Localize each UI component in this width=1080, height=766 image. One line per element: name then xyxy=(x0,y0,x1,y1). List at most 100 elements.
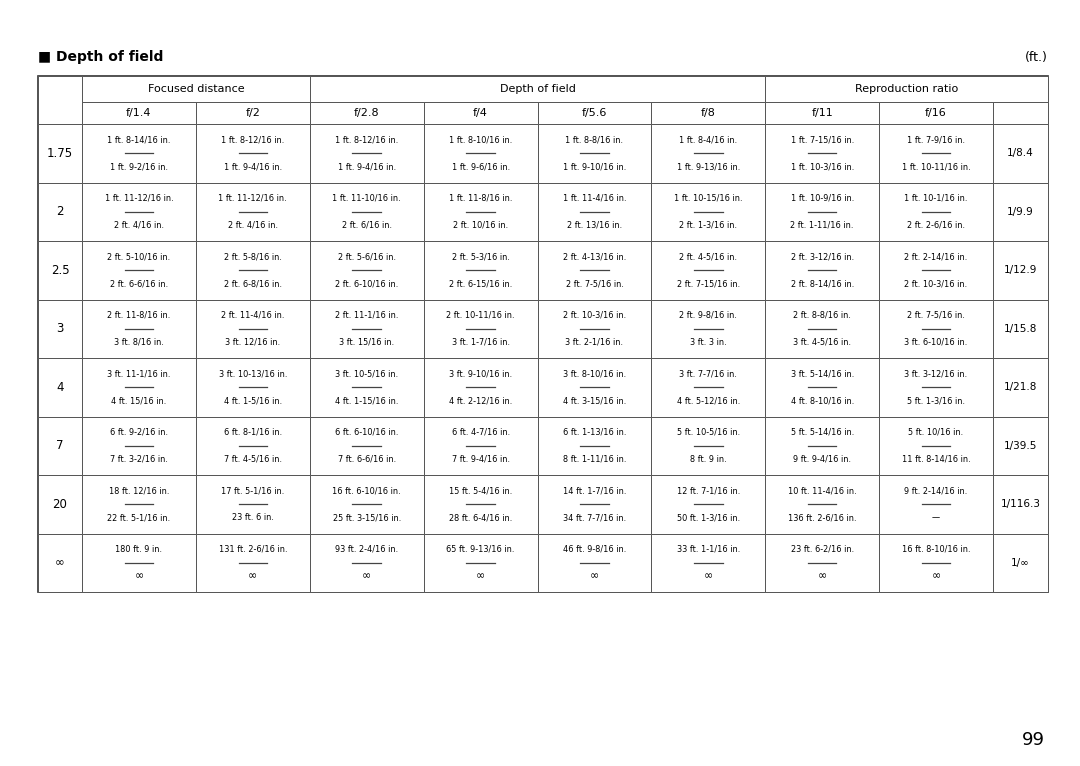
Text: 5 ft. 10-5/16 in.: 5 ft. 10-5/16 in. xyxy=(677,427,740,437)
Text: 14 ft. 1-7/16 in.: 14 ft. 1-7/16 in. xyxy=(563,486,626,496)
Text: 4: 4 xyxy=(56,381,64,394)
Text: f/4: f/4 xyxy=(473,108,488,118)
Text: 8 ft. 9 in.: 8 ft. 9 in. xyxy=(690,455,727,463)
Text: 25 ft. 3-15/16 in.: 25 ft. 3-15/16 in. xyxy=(333,513,401,522)
Bar xyxy=(879,533,993,592)
Text: 2 ft. 6-8/16 in.: 2 ft. 6-8/16 in. xyxy=(224,279,282,288)
Bar xyxy=(879,102,993,124)
Bar xyxy=(423,124,538,182)
Text: 5 ft. 1-3/16 in.: 5 ft. 1-3/16 in. xyxy=(907,396,966,405)
Text: 1/8.4: 1/8.4 xyxy=(1008,149,1034,159)
Bar xyxy=(879,300,993,358)
Bar xyxy=(82,475,195,533)
Text: (ft.): (ft.) xyxy=(1025,51,1048,64)
Bar xyxy=(423,417,538,475)
Bar xyxy=(195,475,310,533)
Bar xyxy=(82,102,195,124)
Bar xyxy=(82,417,195,475)
Bar xyxy=(310,475,423,533)
Text: Focused distance: Focused distance xyxy=(148,84,244,94)
Text: 3 ft. 10-5/16 in.: 3 ft. 10-5/16 in. xyxy=(335,369,399,378)
Bar xyxy=(993,358,1048,417)
Bar xyxy=(993,417,1048,475)
Bar xyxy=(195,417,310,475)
Bar xyxy=(651,417,766,475)
Text: 1/9.9: 1/9.9 xyxy=(1008,207,1034,217)
Text: 1 ft. 10-11/16 in.: 1 ft. 10-11/16 in. xyxy=(902,162,970,172)
Text: 1 ft. 8-10/16 in.: 1 ft. 8-10/16 in. xyxy=(449,136,512,144)
Text: f/2.8: f/2.8 xyxy=(354,108,379,118)
Bar xyxy=(538,358,651,417)
Bar xyxy=(538,241,651,300)
Text: 1 ft. 8-12/16 in.: 1 ft. 8-12/16 in. xyxy=(221,136,284,144)
Bar xyxy=(423,182,538,241)
Bar xyxy=(82,241,195,300)
Text: 22 ft. 5-1/16 in.: 22 ft. 5-1/16 in. xyxy=(107,513,171,522)
Text: 2 ft. 7-5/16 in.: 2 ft. 7-5/16 in. xyxy=(907,311,966,319)
Text: 1 ft. 10-9/16 in.: 1 ft. 10-9/16 in. xyxy=(791,194,854,203)
Text: 1 ft. 11-12/16 in.: 1 ft. 11-12/16 in. xyxy=(218,194,287,203)
Text: 2 ft. 11-1/16 in.: 2 ft. 11-1/16 in. xyxy=(335,311,399,319)
Bar xyxy=(766,76,1048,102)
Text: 9 ft. 9-4/16 in.: 9 ft. 9-4/16 in. xyxy=(793,455,851,463)
Bar xyxy=(38,533,82,592)
Bar xyxy=(38,76,82,124)
Bar xyxy=(310,182,423,241)
Bar xyxy=(993,241,1048,300)
Text: f/5.6: f/5.6 xyxy=(582,108,607,118)
Bar xyxy=(766,533,879,592)
Bar xyxy=(993,475,1048,533)
Text: 1 ft. 9-6/16 in.: 1 ft. 9-6/16 in. xyxy=(451,162,510,172)
Text: ∞: ∞ xyxy=(818,571,827,581)
Text: ■ Depth of field: ■ Depth of field xyxy=(38,50,163,64)
Text: 2 ft. 4/16 in.: 2 ft. 4/16 in. xyxy=(113,221,164,230)
Text: 2 ft. 7-5/16 in.: 2 ft. 7-5/16 in. xyxy=(566,279,623,288)
Text: ∞: ∞ xyxy=(704,571,713,581)
Bar xyxy=(423,533,538,592)
Bar xyxy=(651,475,766,533)
Text: 2 ft. 5-10/16 in.: 2 ft. 5-10/16 in. xyxy=(107,252,171,261)
Text: 2 ft. 10/16 in.: 2 ft. 10/16 in. xyxy=(453,221,508,230)
Text: 3 ft. 1-7/16 in.: 3 ft. 1-7/16 in. xyxy=(451,338,510,347)
Text: 1/21.8: 1/21.8 xyxy=(1003,382,1037,392)
Text: 9 ft. 2-14/16 in.: 9 ft. 2-14/16 in. xyxy=(904,486,968,496)
Text: 2 ft. 2-14/16 in.: 2 ft. 2-14/16 in. xyxy=(904,252,968,261)
Text: 20: 20 xyxy=(53,498,67,511)
Text: 34 ft. 7-7/16 in.: 34 ft. 7-7/16 in. xyxy=(563,513,626,522)
Text: 4 ft. 1-5/16 in.: 4 ft. 1-5/16 in. xyxy=(224,396,282,405)
Bar xyxy=(993,124,1048,182)
Text: ∞: ∞ xyxy=(362,571,372,581)
Bar xyxy=(82,300,195,358)
Text: 2 ft. 10-3/16 in.: 2 ft. 10-3/16 in. xyxy=(905,279,968,288)
Text: 1 ft. 9-10/16 in.: 1 ft. 9-10/16 in. xyxy=(563,162,626,172)
Text: 1 ft. 7-15/16 in.: 1 ft. 7-15/16 in. xyxy=(791,136,854,144)
Text: 3 ft. 4-5/16 in.: 3 ft. 4-5/16 in. xyxy=(793,338,851,347)
Text: 11 ft. 8-14/16 in.: 11 ft. 8-14/16 in. xyxy=(902,455,970,463)
Text: 17 ft. 5-1/16 in.: 17 ft. 5-1/16 in. xyxy=(221,486,284,496)
Bar xyxy=(651,358,766,417)
Bar xyxy=(766,358,879,417)
Text: 180 ft. 9 in.: 180 ft. 9 in. xyxy=(116,545,162,554)
Text: 136 ft. 2-6/16 in.: 136 ft. 2-6/16 in. xyxy=(788,513,856,522)
Text: 1 ft. 9-4/16 in.: 1 ft. 9-4/16 in. xyxy=(338,162,395,172)
Bar xyxy=(651,124,766,182)
Bar xyxy=(38,76,1048,592)
Text: 2 ft. 6-10/16 in.: 2 ft. 6-10/16 in. xyxy=(335,279,399,288)
Text: 93 ft. 2-4/16 in.: 93 ft. 2-4/16 in. xyxy=(335,545,399,554)
Text: 1 ft. 8-14/16 in.: 1 ft. 8-14/16 in. xyxy=(107,136,171,144)
Bar xyxy=(651,102,766,124)
Bar xyxy=(195,300,310,358)
Bar xyxy=(195,241,310,300)
Bar xyxy=(38,475,82,533)
Bar xyxy=(38,417,82,475)
Text: 2 ft. 1-11/16 in.: 2 ft. 1-11/16 in. xyxy=(791,221,854,230)
Bar xyxy=(538,417,651,475)
Text: 1/39.5: 1/39.5 xyxy=(1003,440,1037,450)
Text: 1.75: 1.75 xyxy=(46,147,73,160)
Text: 8 ft. 1-11/16 in.: 8 ft. 1-11/16 in. xyxy=(563,455,626,463)
Text: 2 ft. 4-5/16 in.: 2 ft. 4-5/16 in. xyxy=(679,252,738,261)
Text: 1 ft. 10-1/16 in.: 1 ft. 10-1/16 in. xyxy=(904,194,968,203)
Bar xyxy=(423,300,538,358)
Text: 46 ft. 9-8/16 in.: 46 ft. 9-8/16 in. xyxy=(563,545,626,554)
Bar xyxy=(651,300,766,358)
